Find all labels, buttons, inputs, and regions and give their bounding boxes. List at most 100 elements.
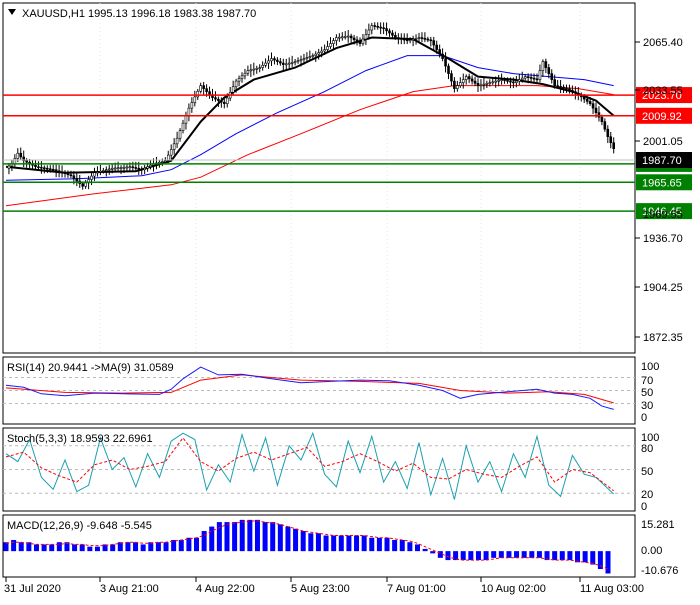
candle-body	[497, 80, 500, 82]
candle-body	[102, 170, 105, 172]
candle-body	[243, 72, 247, 77]
rsi-line	[5, 366, 614, 410]
price-tick: 2001.05	[643, 136, 683, 148]
macd-bar	[293, 528, 299, 552]
candle-body	[414, 38, 418, 40]
stoch-panel[interactable]	[2, 427, 636, 512]
level-tag	[636, 87, 692, 104]
candle-body	[287, 62, 291, 65]
candle-body	[63, 172, 67, 175]
candle-body	[84, 182, 87, 187]
candle-body	[603, 121, 607, 130]
macd-bar	[605, 551, 611, 574]
candle-body	[60, 171, 64, 174]
candle-body	[447, 65, 450, 74]
macd-bar	[148, 542, 154, 552]
time-tick: 3 Aug 21:00	[100, 583, 159, 595]
candle-body	[453, 80, 456, 89]
macd-bar	[346, 535, 352, 552]
candle-body	[125, 166, 129, 169]
candle-body	[231, 86, 235, 93]
candle-body	[361, 38, 365, 44]
macd-bar	[491, 551, 497, 558]
candle-body	[391, 32, 394, 36]
candle-body	[137, 167, 141, 170]
rsi-panel[interactable]	[2, 356, 636, 425]
candle-body	[470, 78, 474, 82]
candle-body	[376, 25, 380, 28]
macd-bar	[64, 542, 70, 552]
rsi-tick: 0	[641, 412, 647, 424]
candle-body	[237, 78, 241, 82]
candle-body	[140, 168, 143, 171]
candle-body	[476, 83, 480, 86]
candle-body	[116, 167, 120, 170]
candle-body	[311, 55, 315, 57]
candle-body	[482, 83, 486, 86]
candle-body	[48, 168, 52, 171]
macd-bar	[171, 539, 177, 552]
level-label: 1946.45	[642, 206, 682, 218]
candle-body	[66, 173, 70, 176]
candle-body	[379, 26, 382, 29]
candle-body	[276, 59, 279, 62]
candles	[7, 22, 616, 190]
macd-bar	[41, 544, 47, 552]
macd-bar	[422, 548, 428, 552]
candle-body	[161, 161, 164, 163]
candle-body	[296, 60, 300, 62]
candle-body	[220, 100, 223, 103]
macd-bar	[582, 551, 588, 563]
stoch-tick: 100	[641, 432, 659, 444]
level-tag	[636, 203, 692, 220]
candle-body	[19, 152, 23, 158]
macd-bar	[33, 544, 39, 552]
macd-bar	[194, 537, 200, 552]
macd-bar	[26, 542, 32, 552]
rsi-tick: 30	[641, 400, 653, 412]
macd-bar	[338, 535, 344, 552]
candle-body	[444, 58, 447, 67]
candle-body	[355, 39, 359, 42]
candle-body	[435, 44, 439, 50]
candle-body	[158, 161, 161, 164]
current-price-tag: 1987.70	[3, 152, 692, 168]
candle-body	[105, 169, 108, 172]
candle-body	[423, 38, 427, 40]
candle-body	[464, 76, 468, 80]
candle-body	[405, 39, 409, 42]
macd-bar	[514, 551, 520, 558]
macd-bar	[475, 551, 481, 561]
candle-body	[134, 167, 138, 169]
candle-body	[417, 37, 421, 39]
candle-body	[432, 40, 436, 46]
level-label: 2023.70	[642, 90, 682, 102]
stoch-k-line	[5, 431, 615, 500]
candle-body	[382, 27, 385, 30]
candle-body	[582, 96, 586, 100]
rsi-tick: 70	[641, 375, 653, 387]
candle-body	[299, 59, 303, 61]
main-panel[interactable]	[2, 2, 636, 354]
rsi-lines	[5, 366, 614, 410]
candle-body	[305, 57, 309, 59]
candle-body	[488, 82, 492, 84]
candle-body	[343, 36, 347, 38]
candle-body	[594, 107, 598, 113]
price-tick: 1969.55	[643, 209, 683, 221]
macd-bar	[483, 551, 489, 561]
macd-bar	[232, 522, 238, 552]
macd-bar	[186, 537, 192, 552]
macd-bar	[163, 542, 169, 552]
candle-body	[600, 116, 604, 122]
candle-body	[99, 170, 102, 173]
candle-body	[199, 85, 202, 92]
macd-bar	[270, 522, 276, 552]
macd-bar	[392, 539, 398, 552]
candle-body	[119, 167, 123, 169]
macd-bar	[376, 537, 382, 552]
price-tick: 1936.70	[643, 233, 683, 245]
candle-body	[408, 39, 412, 42]
